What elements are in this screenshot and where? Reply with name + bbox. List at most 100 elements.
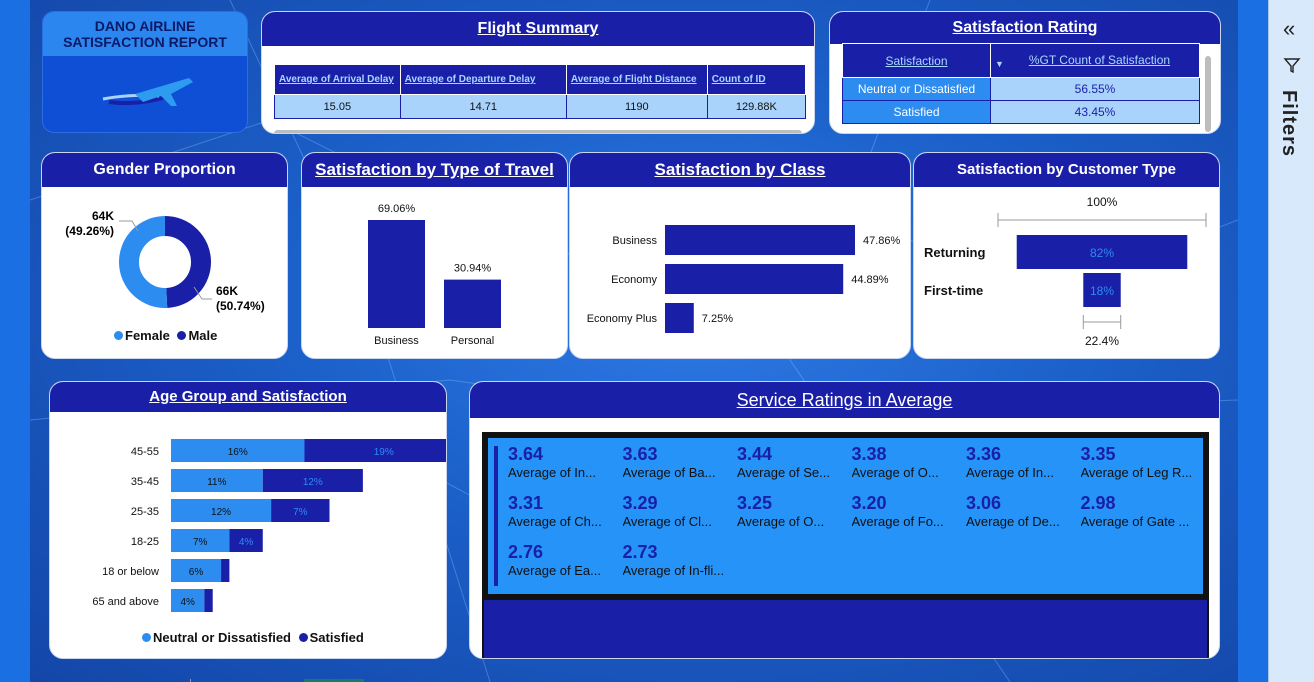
class-bar (665, 264, 844, 294)
service-kpi-value: 3.44 (737, 444, 773, 464)
service-kpi-item: 3.35 Average of Leg R... (1081, 444, 1191, 480)
legend-neutral: Neutral or Dissatisfied (153, 630, 291, 645)
donut-slice-male (164, 216, 211, 308)
age-neutral-label: 4% (180, 597, 195, 608)
female-pct: (50.74%) (216, 299, 265, 313)
service-kpi-item: 3.44 Average of Se... (737, 444, 847, 480)
class-data-label: 44.89% (851, 274, 889, 286)
class-category-label: Business (612, 235, 657, 247)
service-kpi-item: 3.29 Average of Cl... (623, 493, 733, 529)
female-leader-line (193, 286, 212, 300)
sr-row-value: 43.45% (990, 100, 1200, 124)
satisfaction-rating-card: Satisfaction Rating Satisfaction ▼ %GT C… (829, 11, 1221, 134)
customer-bar (1016, 235, 1188, 269)
report-canvas: DANO AIRLINE SATISFACTION REPORT Flight … (30, 0, 1238, 682)
sr-header-satisfaction[interactable]: Satisfaction (842, 43, 991, 78)
service-kpi-label: Average of Se... (737, 465, 830, 480)
satisfaction-rating-title: Satisfaction Rating (830, 12, 1220, 44)
age-bar-neutral (171, 559, 222, 582)
fs-header-count-id[interactable]: Count of ID (706, 64, 807, 95)
age-satisfied-label: 19% (374, 447, 394, 458)
class-category-label: Economy (611, 274, 657, 286)
sr-row-label: Satisfied (842, 100, 991, 124)
class-data-label: 47.86% (863, 235, 901, 247)
age-bar-satisfied (262, 469, 363, 492)
service-kpi-label: Average of In... (966, 465, 1054, 480)
customer-data-label: 18% (1090, 284, 1114, 298)
fs-header-departure-delay[interactable]: Average of Departure Delay (399, 64, 567, 95)
service-kpi-label: Average of Cl... (622, 514, 712, 529)
service-kpi-value: 3.31 (508, 493, 544, 513)
fs-header-flight-distance[interactable]: Average of Flight Distance (565, 64, 708, 95)
age-legend: Neutral or Dissatisfied Satisfied (142, 630, 364, 645)
travel-type-bar-chart: 69.06% Business 30.94% Personal (368, 203, 501, 347)
gender-proportion-card: Gender Proportion 64K (49.26%) 66K (50.7… (41, 152, 288, 359)
service-kpi-frame: 3.64 Average of In... 3.63 Average of Ba...… (482, 432, 1209, 600)
age-satisfied-label: 4% (239, 537, 254, 548)
service-kpi-item: 3.63 Average of Ba... (623, 444, 733, 480)
travel-bar (368, 220, 425, 328)
age-neutral-label: 11% (207, 477, 226, 488)
service-kpi-item: 3.31 Average of Ch... (508, 493, 618, 529)
collapse-pane-icon[interactable]: « (1283, 16, 1296, 41)
age-neutral-label: 16% (228, 447, 248, 458)
flight-summary-table: Average of Arrival Delay Average of Depa… (274, 64, 807, 119)
service-kpi-value: 2.76 (508, 542, 544, 562)
service-kpi-label: Average of O... (737, 514, 825, 529)
age-bar-satisfied (229, 529, 263, 552)
customer-category-label: First-time (924, 283, 983, 298)
age-bar-satisfied (271, 499, 330, 522)
filters-label[interactable]: Filters (1278, 90, 1300, 158)
age-bar-neutral (171, 499, 272, 522)
age-group-title: Age Group and Satisfaction (50, 382, 446, 412)
customer-bottom-label: 22.4% (1085, 334, 1119, 348)
fs-value-flight-distance: 1190 (565, 94, 708, 119)
service-kpi-label: Average of Gate ... (1080, 514, 1190, 529)
age-neutral-label: 12% (211, 507, 231, 518)
fs-header-arrival-delay[interactable]: Average of Arrival Delay (274, 64, 401, 95)
male-count: 64K (91, 209, 114, 223)
male-leader-line (119, 220, 139, 232)
age-neutral-label: 6% (189, 567, 204, 578)
legend-male: Male (188, 328, 218, 343)
male-label: 64K (49.26%) (62, 209, 114, 239)
legend-dot (177, 331, 187, 340)
age-category-label: 35-45 (131, 476, 159, 488)
satisfaction-rating-table: Satisfaction ▼ %GT Count of Satisfaction… (842, 43, 1200, 124)
bottom-divider (190, 679, 191, 682)
travel-type-title: Satisfaction by Type of Travel (302, 153, 567, 187)
service-kpi-value: 3.29 (622, 493, 658, 513)
sr-row-label: Neutral or Dissatisfied (842, 77, 991, 101)
travel-type-card: Satisfaction by Type of Travel 69.06% Bus… (301, 152, 568, 359)
age-satisfied-label: 7% (293, 507, 308, 518)
flight-summary-card: Flight Summary Average of Arrival Delay … (261, 11, 815, 134)
age-bar-satisfied (204, 589, 213, 612)
sr-header-pct[interactable]: ▼ %GT Count of Satisfaction (990, 43, 1200, 78)
service-kpi-item: 2.98 Average of Gate ... (1081, 493, 1191, 529)
page-tab-indicator[interactable] (304, 679, 364, 682)
legend-dot (114, 331, 123, 340)
age-bar-satisfied (221, 559, 230, 582)
service-kpi-label: Average of In... (508, 465, 596, 480)
customer-data-label: 82% (1090, 246, 1114, 260)
filter-funnel-icon[interactable] (1283, 56, 1301, 74)
kpi-accent-bar (494, 446, 498, 586)
age-satisfied-label: 12% (303, 477, 323, 488)
age-category-label: 18-25 (131, 536, 159, 548)
customer-bottom-bracket (1082, 315, 1122, 329)
fs-value-arrival-delay: 15.05 (274, 94, 401, 119)
class-bar-chart: Business 47.86% Economy 44.89% Economy Plus 7… (587, 225, 901, 333)
service-kpi-value: 3.38 (851, 444, 887, 464)
horizontal-scrollbar[interactable] (274, 130, 802, 133)
service-kpi-value: 3.64 (508, 444, 544, 464)
gender-donut-chart (119, 216, 212, 308)
age-bar-neutral (171, 589, 205, 612)
report-title-card: DANO AIRLINE SATISFACTION REPORT (42, 11, 248, 133)
vertical-scrollbar[interactable] (1205, 56, 1211, 132)
class-data-label: 7.25% (702, 313, 733, 325)
class-category-label: Economy Plus (587, 313, 658, 325)
service-kpi-item: 3.38 Average of O... (852, 444, 962, 480)
service-footer-block (482, 600, 1209, 658)
female-label: 66K (50.74%) (216, 284, 265, 314)
service-kpi-label: Average of De... (966, 514, 1060, 529)
